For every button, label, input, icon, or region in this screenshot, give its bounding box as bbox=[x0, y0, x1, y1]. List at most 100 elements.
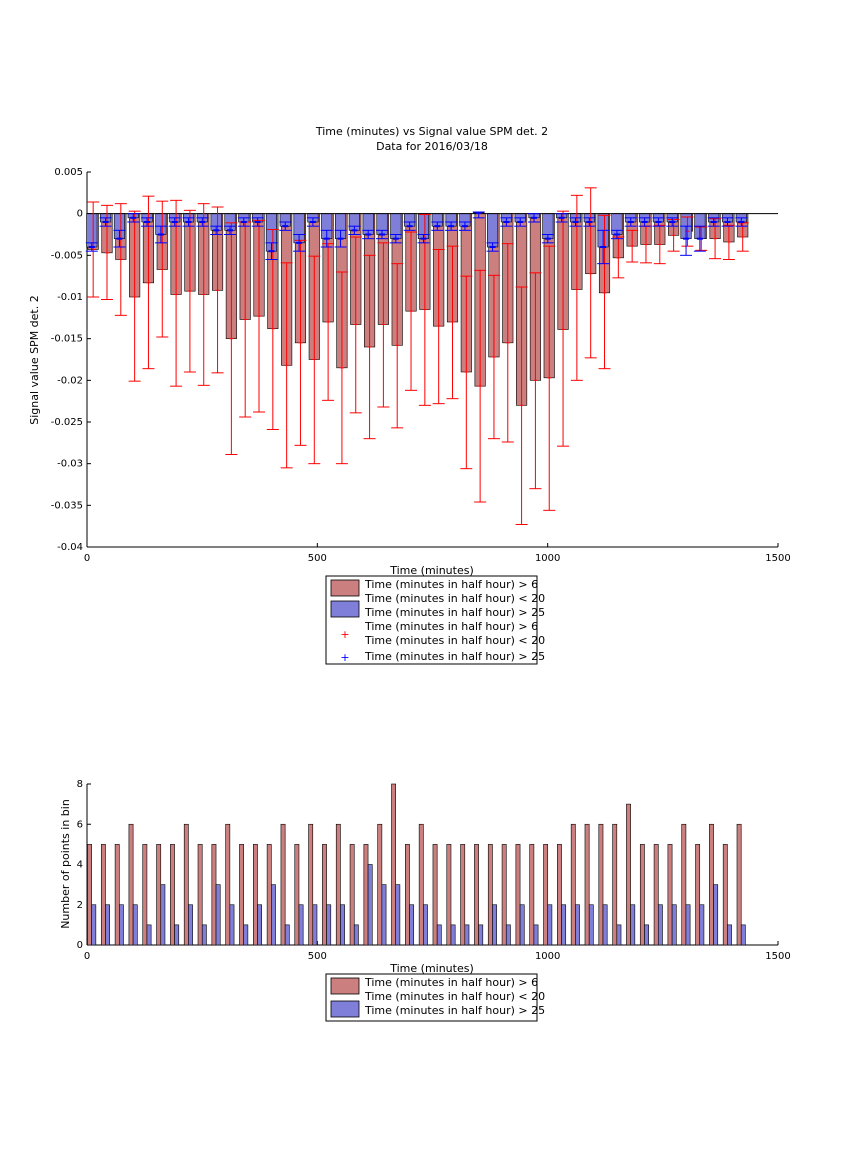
count-bar-blue bbox=[464, 924, 470, 946]
count-bar-red bbox=[349, 844, 355, 946]
count-bar-red bbox=[211, 844, 217, 946]
bottom-x-tick-label: 0 bbox=[84, 951, 90, 962]
count-bar-red bbox=[529, 844, 535, 946]
count-bar-blue bbox=[616, 924, 622, 946]
bar-blue bbox=[487, 213, 499, 248]
bottom-x-tick-label: 500 bbox=[308, 951, 327, 962]
count-bar-red bbox=[253, 844, 258, 946]
top-legend-marker-red: + bbox=[340, 628, 349, 641]
count-bar-red bbox=[653, 844, 659, 946]
count-bar-red bbox=[322, 844, 327, 946]
count-bar-blue bbox=[243, 924, 249, 946]
top-x-tick-label: 0 bbox=[84, 553, 90, 564]
count-bar-blue bbox=[271, 884, 276, 946]
top-plot-area: 0.005 0 -0.005 -0.01 -0.015 -0.02 -0.025 -0.03 -… bbox=[51, 167, 791, 564]
count-bar-red bbox=[142, 844, 148, 946]
count-bar-blue bbox=[91, 904, 97, 946]
top-y-tick-label: 0 bbox=[77, 209, 83, 220]
count-bar-red bbox=[515, 844, 521, 946]
count-bar-red bbox=[460, 844, 466, 946]
count-bar-blue bbox=[519, 904, 525, 946]
top-legend-box bbox=[325, 575, 538, 665]
top-y-tick-label: -0.025 bbox=[51, 417, 83, 428]
top-y-tick-label: -0.005 bbox=[51, 250, 83, 261]
count-bar-red bbox=[709, 823, 714, 946]
count-bar-blue bbox=[284, 924, 290, 946]
count-bar-blue bbox=[423, 904, 428, 946]
count-bar-blue bbox=[533, 924, 539, 946]
top-y-tick-label: -0.01 bbox=[57, 292, 83, 303]
top-legend-label-3: Time (minutes in half hour) > 25 bbox=[364, 650, 545, 663]
top-x-tick-label: 500 bbox=[308, 553, 327, 564]
count-bar-red bbox=[474, 844, 479, 946]
count-bar-red bbox=[695, 844, 701, 946]
bottom-legend-label-1: Time (minutes in half hour) > 25 bbox=[364, 1004, 545, 1017]
count-bar-red bbox=[626, 803, 631, 946]
count-bar-red bbox=[197, 844, 203, 946]
count-bar-blue bbox=[146, 924, 152, 946]
count-bar-red bbox=[114, 844, 120, 946]
count-bar-blue bbox=[353, 924, 359, 946]
count-bar-red bbox=[100, 844, 106, 946]
count-bar-red bbox=[432, 844, 438, 946]
top-legend-label-2a: Time (minutes in half hour) > 6 bbox=[364, 620, 538, 633]
count-bar-red bbox=[170, 844, 175, 946]
count-bar-red bbox=[363, 844, 369, 946]
count-bar-blue bbox=[699, 904, 705, 946]
top-y-tick-label: -0.02 bbox=[57, 375, 83, 386]
top-legend: Time (minutes in half hour) > 6 Time (mi… bbox=[325, 575, 545, 665]
count-bar-blue bbox=[367, 864, 373, 946]
top-legend-swatch-blue bbox=[330, 600, 360, 618]
bottom-y-tick-label: 2 bbox=[77, 900, 83, 911]
top-legend-label-2b: Time (minutes in half hour) < 20 bbox=[364, 634, 545, 647]
count-bar-red bbox=[266, 844, 272, 946]
count-bar-red bbox=[667, 844, 673, 946]
count-bar-blue bbox=[229, 904, 235, 946]
top-x-axis-label: Time (minutes) bbox=[389, 564, 474, 577]
count-bar-red bbox=[598, 823, 604, 946]
count-bar-red bbox=[501, 844, 507, 946]
chart-title: Time (minutes) vs Signal value SPM det. … bbox=[315, 125, 548, 138]
count-bar-blue bbox=[340, 904, 345, 946]
count-bar-blue bbox=[505, 924, 511, 946]
count-bar-blue bbox=[547, 904, 553, 946]
top-y-tick-label: -0.03 bbox=[57, 459, 83, 470]
bottom-y-tick-label: 0 bbox=[77, 940, 83, 951]
top-y-tick-label: -0.04 bbox=[57, 542, 83, 553]
count-bar-red bbox=[446, 844, 452, 946]
bottom-x-tick-label: 1000 bbox=[535, 951, 560, 962]
count-bar-blue bbox=[381, 884, 387, 946]
count-bar-blue bbox=[575, 904, 580, 946]
bottom-y-tick-label: 4 bbox=[77, 860, 83, 871]
count-bar-blue bbox=[685, 904, 691, 946]
count-bar-red bbox=[87, 844, 92, 946]
bottom-x-tick-label: 1500 bbox=[765, 951, 790, 962]
count-bar-red bbox=[225, 823, 231, 946]
top-legend-label-0b: Time (minutes in half hour) < 20 bbox=[364, 592, 545, 605]
count-bar-red bbox=[294, 844, 300, 946]
bottom-legend-swatch-red bbox=[330, 977, 360, 995]
count-bar-red bbox=[681, 823, 687, 946]
top-legend-marker-blue: + bbox=[340, 651, 349, 664]
count-bar-blue bbox=[257, 904, 263, 946]
count-bar-red bbox=[722, 844, 728, 946]
count-bar-red bbox=[335, 823, 341, 946]
count-bar-blue bbox=[119, 904, 124, 946]
bottom-x-axis-label: Time (minutes) bbox=[389, 962, 474, 975]
count-bar-blue bbox=[312, 904, 318, 946]
count-bar-blue bbox=[105, 904, 110, 946]
count-bar-blue bbox=[298, 904, 304, 946]
top-x-tick-label: 1500 bbox=[765, 553, 790, 564]
count-bar-red bbox=[377, 823, 383, 946]
count-bar-red bbox=[418, 823, 424, 946]
bottom-legend-swatch-blue bbox=[330, 1000, 360, 1018]
count-bar-red bbox=[239, 844, 244, 946]
top-y-tick-label: -0.035 bbox=[51, 500, 83, 511]
count-bar-blue bbox=[588, 904, 594, 946]
count-bar-red bbox=[584, 823, 590, 946]
count-bar-blue bbox=[215, 884, 221, 946]
count-bar-red bbox=[391, 783, 397, 946]
count-bar-red bbox=[183, 823, 189, 946]
count-bar-blue bbox=[740, 924, 746, 946]
bottom-legend-label-0a: Time (minutes in half hour) > 6 bbox=[364, 976, 538, 989]
